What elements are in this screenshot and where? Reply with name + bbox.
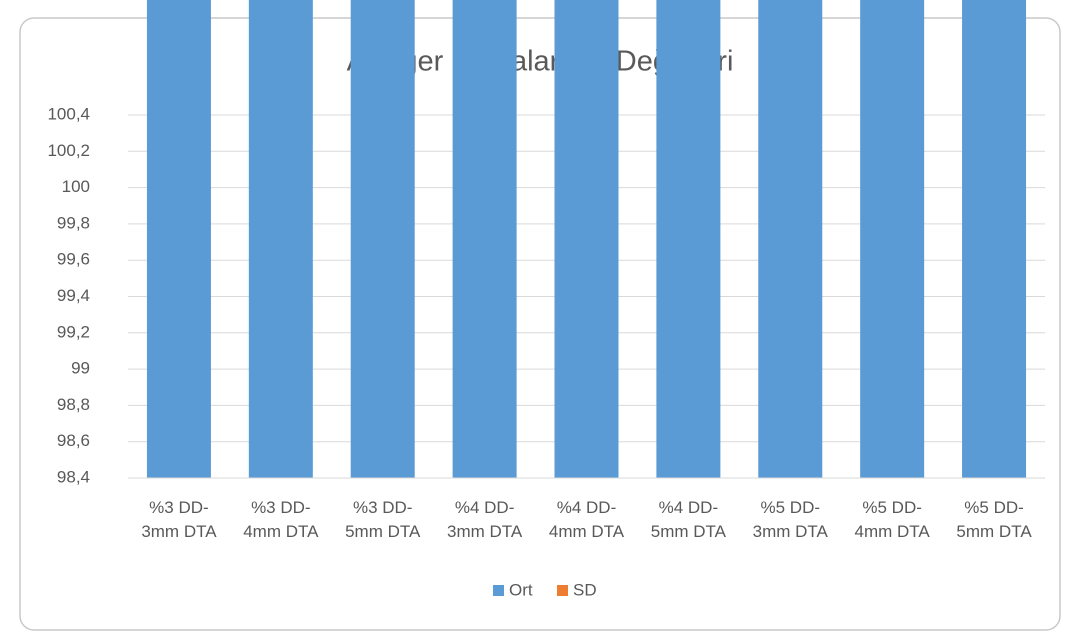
x-tick-label: %3 DD- 4mm DTA [243,498,319,541]
bar-segment [350,0,415,478]
bar-segment [248,0,313,478]
legend-swatch [557,585,568,596]
bar-segment [146,0,211,478]
y-tick-label: 100 [62,177,90,196]
x-tick-label: %4 DD- 3mm DTA [446,498,523,541]
y-tick-label: 98,6 [57,431,90,450]
y-tick-label: 99,6 [57,250,90,269]
y-tick-label: 100,4 [47,104,90,123]
x-tick-label: %5 DD- 4mm DTA [854,498,930,541]
y-tick-label: 98,8 [57,395,90,414]
y-tick-label: 100,2 [47,141,90,160]
y-tick-label: 99,2 [57,322,90,341]
bar-segment [452,0,517,478]
legend-swatch [493,585,504,596]
bar-segment [656,0,721,478]
bar-segment [554,0,619,478]
x-tick-label: %3 DD- 3mm DTA [141,498,217,541]
legend-label: Ort [509,580,533,599]
x-tick-label: %5 DD- 5mm DTA [956,498,1032,541]
x-tick-label: %4 DD- 4mm DTA [548,498,625,541]
legend-label: SD [573,580,597,599]
y-tick-label: 99 [71,359,90,378]
x-tick-label: %5 DD- 3mm DTA [752,498,828,541]
y-tick-label: 99,8 [57,213,90,232]
x-tick-label: %4 DD- 5mm DTA [650,498,726,541]
bar-segment [962,0,1027,478]
y-tick-label: 99,4 [57,286,90,305]
bar-segment [860,0,925,478]
x-tick-label: %3 DD- 5mm DTA [345,498,421,541]
bar-segment [758,0,823,478]
y-tick-label: 98,4 [57,467,90,486]
